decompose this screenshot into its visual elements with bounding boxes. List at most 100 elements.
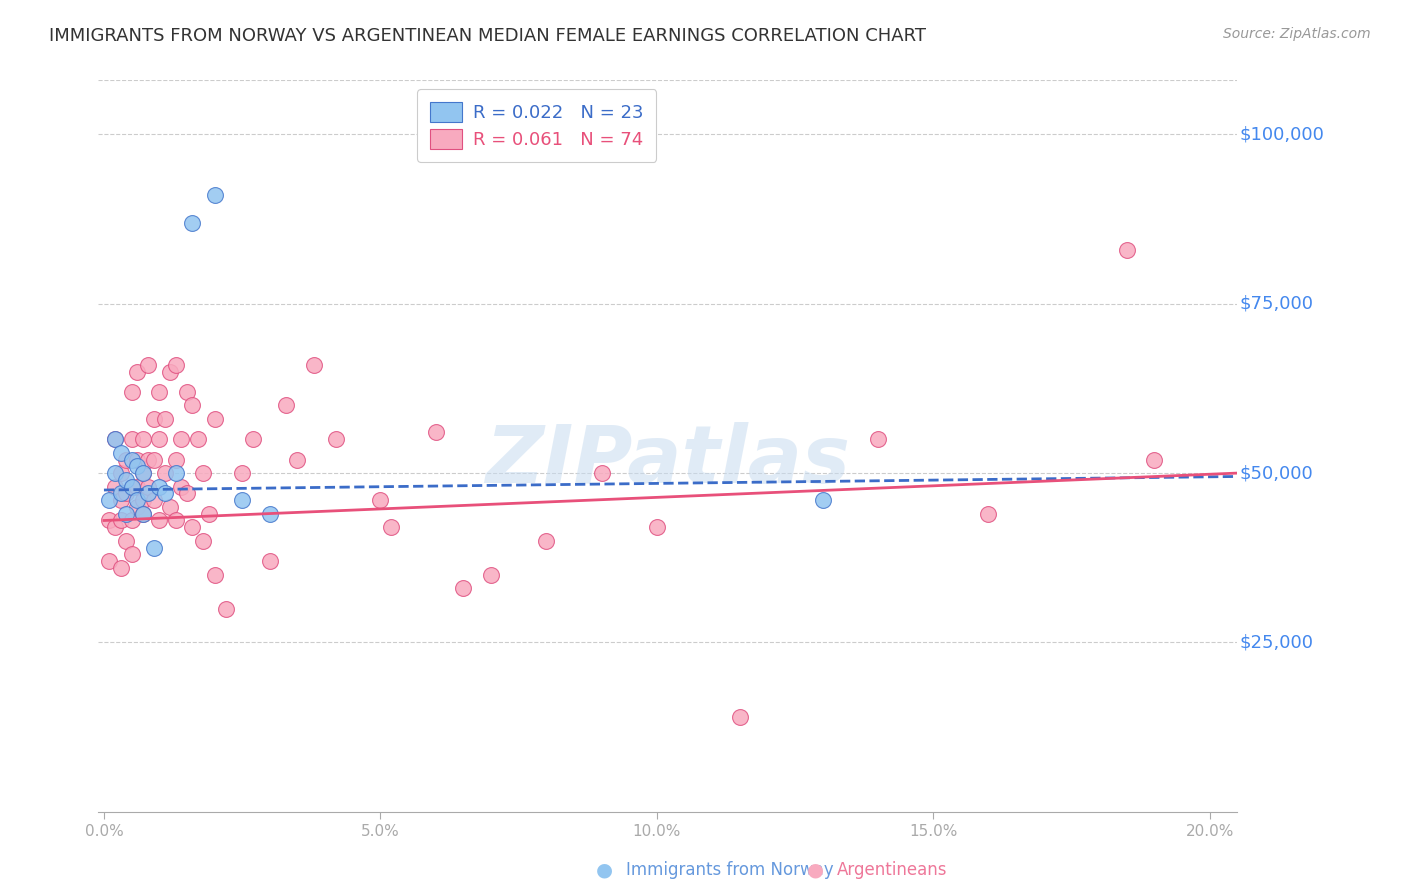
Point <box>380 520 402 534</box>
Point <box>153 486 176 500</box>
Point <box>104 480 127 494</box>
Text: IMMIGRANTS FROM NORWAY VS ARGENTINEAN MEDIAN FEMALE EARNINGS CORRELATION CHART: IMMIGRANTS FROM NORWAY VS ARGENTINEAN ME… <box>49 27 927 45</box>
Point <box>121 547 143 561</box>
Point <box>231 466 253 480</box>
Point <box>110 514 132 528</box>
Text: $100,000: $100,000 <box>1240 126 1324 144</box>
Point <box>302 358 325 372</box>
Text: Source: ZipAtlas.com: Source: ZipAtlas.com <box>1223 27 1371 41</box>
Point <box>115 452 138 467</box>
Point <box>131 493 153 508</box>
Point <box>231 493 253 508</box>
Point <box>115 533 138 548</box>
Point <box>165 452 187 467</box>
Point <box>187 432 209 446</box>
Point <box>131 507 153 521</box>
Point <box>136 486 159 500</box>
Point <box>142 452 165 467</box>
Point <box>131 507 153 521</box>
Point <box>131 466 153 480</box>
Point <box>204 567 226 582</box>
Point <box>165 358 187 372</box>
Point <box>127 459 149 474</box>
Point <box>170 480 193 494</box>
Text: $50,000: $50,000 <box>1240 464 1313 482</box>
Point <box>136 358 159 372</box>
Point <box>193 533 215 548</box>
Point <box>165 514 187 528</box>
Point <box>121 480 143 494</box>
Text: Argentineans: Argentineans <box>837 861 948 879</box>
Point <box>259 554 281 568</box>
Point <box>198 507 221 521</box>
Point <box>325 432 347 446</box>
Point <box>127 480 149 494</box>
Point <box>425 425 447 440</box>
Point <box>181 215 204 229</box>
Text: $75,000: $75,000 <box>1240 294 1313 313</box>
Point <box>170 432 193 446</box>
Point <box>181 398 204 412</box>
Point <box>811 493 834 508</box>
Point <box>276 398 298 412</box>
Point <box>104 520 127 534</box>
Point <box>127 500 149 514</box>
Point <box>104 466 127 480</box>
Point <box>479 567 502 582</box>
Point <box>453 581 475 595</box>
Point <box>142 541 165 555</box>
Text: ZIPatlas: ZIPatlas <box>485 422 851 500</box>
Point <box>115 507 138 521</box>
Point <box>193 466 215 480</box>
Point <box>121 480 143 494</box>
Point <box>142 493 165 508</box>
Point <box>110 466 132 480</box>
Point <box>121 452 143 467</box>
Point <box>98 514 121 528</box>
Point <box>153 466 176 480</box>
Point <box>153 412 176 426</box>
Point <box>159 364 181 378</box>
Point <box>370 493 392 508</box>
Point <box>159 500 181 514</box>
Point <box>287 452 309 467</box>
Point <box>214 601 236 615</box>
Point <box>148 514 170 528</box>
Point <box>127 364 149 378</box>
Point <box>204 188 226 202</box>
Point <box>115 473 138 487</box>
Point <box>176 486 198 500</box>
Point <box>728 710 751 724</box>
Text: Immigrants from Norway: Immigrants from Norway <box>626 861 834 879</box>
Point <box>110 486 132 500</box>
Point <box>115 486 138 500</box>
Point <box>1115 243 1137 257</box>
Point <box>148 384 170 399</box>
Point <box>242 432 264 446</box>
Point <box>98 554 121 568</box>
Point <box>1143 452 1166 467</box>
Legend: R = 0.022   N = 23, R = 0.061   N = 74: R = 0.022 N = 23, R = 0.061 N = 74 <box>418 89 657 161</box>
Point <box>104 432 127 446</box>
Point <box>98 493 121 508</box>
Point <box>110 493 132 508</box>
Point <box>131 432 153 446</box>
Point <box>121 384 143 399</box>
Point <box>645 520 668 534</box>
Point <box>121 432 143 446</box>
Point <box>204 412 226 426</box>
Point <box>136 452 159 467</box>
Point <box>866 432 889 446</box>
Point <box>110 561 132 575</box>
Point <box>127 493 149 508</box>
Point <box>148 432 170 446</box>
Point <box>142 412 165 426</box>
Point <box>127 452 149 467</box>
Point <box>181 520 204 534</box>
Point <box>110 446 132 460</box>
Text: $25,000: $25,000 <box>1240 633 1313 651</box>
Point <box>104 432 127 446</box>
Point <box>259 507 281 521</box>
Point <box>131 466 153 480</box>
Point <box>534 533 557 548</box>
